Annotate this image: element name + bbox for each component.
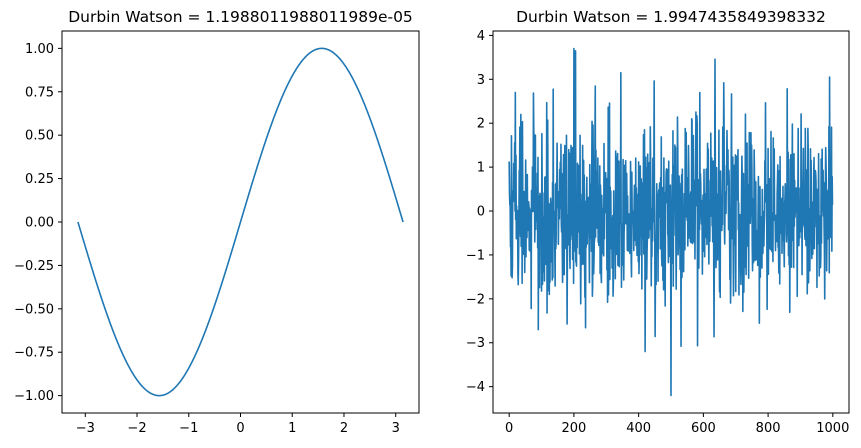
y-tick-label: −1	[466, 248, 485, 263]
y-tick-label: −1.00	[14, 389, 54, 404]
y-tick-label: 0.75	[25, 85, 54, 100]
y-tick-label: −0.50	[14, 302, 54, 317]
x-tick-label: −1	[179, 421, 198, 436]
series-line	[508, 47, 834, 397]
chart-title: Durbin Watson = 1.1988011988011989e-05	[68, 8, 413, 26]
x-tick-label: −2	[127, 421, 146, 436]
y-tick-label: −2	[466, 292, 485, 307]
axes-frame	[492, 30, 850, 414]
chart-panel-sine: Durbin Watson = 1.1988011988011989e-05 −3…	[14, 8, 420, 436]
x-tick-label: 0	[505, 421, 513, 436]
series-line	[77, 47, 404, 397]
x-tick-label: 600	[691, 421, 716, 436]
y-tick-label: 2	[477, 117, 485, 132]
x-tick-label: 2	[340, 421, 348, 436]
x-tick-label: 3	[392, 421, 400, 436]
y-tick-label: −0.75	[14, 346, 54, 361]
y-tick-label: 4	[477, 29, 485, 44]
y-tick-label: 3	[477, 73, 485, 88]
x-tick-label: 1	[288, 421, 296, 436]
x-tick-label: 0	[236, 421, 244, 436]
y-tick-label: 0.25	[25, 172, 54, 187]
x-tick-label: 1000	[816, 421, 849, 436]
x-tick-label: −3	[76, 421, 95, 436]
y-tick-label: −0.25	[14, 259, 54, 274]
x-tick-label: 800	[756, 421, 781, 436]
x-tick-label: 200	[561, 421, 586, 436]
y-tick-label: 1	[477, 161, 485, 176]
y-tick-label: −4	[466, 380, 485, 395]
y-tick-label: −3	[466, 336, 485, 351]
y-tick-label: 0.00	[25, 216, 54, 231]
y-tick-label: 0	[477, 205, 485, 220]
chart-title: Durbin Watson = 1.9947435849398332	[516, 8, 826, 26]
y-tick-label: 0.50	[25, 129, 54, 144]
x-tick-label: 400	[626, 421, 651, 436]
y-tick-label: 1.00	[25, 42, 54, 57]
